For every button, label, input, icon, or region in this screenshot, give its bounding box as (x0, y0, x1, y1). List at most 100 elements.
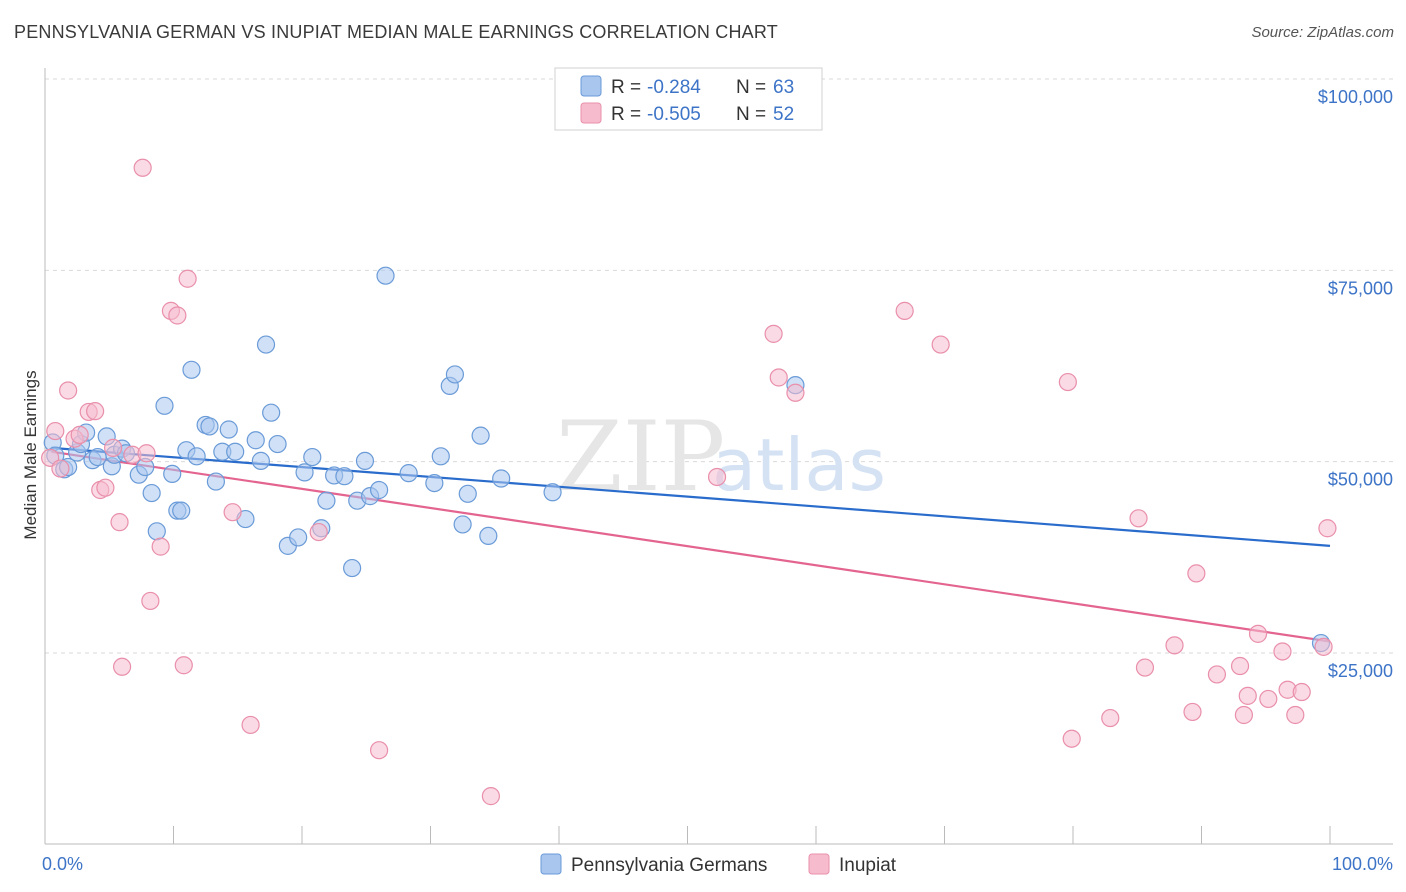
point-pennsylvania-german (262, 403, 281, 422)
point-pennsylvania-german (155, 396, 174, 415)
point-pennsylvania-german (399, 464, 418, 483)
point-inupiat (137, 444, 156, 463)
y-tick-labels: $25,000 $50,000 $75,000 $100,000 (1318, 87, 1393, 681)
point-inupiat (1259, 689, 1278, 709)
point-pennsylvania-german (256, 335, 276, 354)
point-inupiat (1135, 658, 1155, 677)
y-tick-label: $75,000 (1328, 278, 1393, 298)
point-inupiat (1183, 702, 1202, 722)
point-inupiat (1207, 665, 1227, 684)
point-inupiat (96, 478, 115, 497)
point-inupiat (223, 503, 242, 522)
point-pennsylvania-german (543, 483, 562, 502)
point-pennsylvania-german (355, 451, 375, 471)
point-inupiat (110, 513, 129, 532)
point-inupiat (1238, 686, 1257, 705)
series-legend-label-2: Inupiat (839, 855, 897, 876)
legend-n-value-1: 63 (773, 77, 794, 98)
legend-r-value-1: -0.284 (647, 77, 701, 98)
point-pennsylvania-german (147, 522, 166, 541)
point-inupiat (764, 324, 783, 343)
point-inupiat (1062, 729, 1081, 748)
point-inupiat (51, 459, 70, 478)
point-pennsylvania-german (200, 417, 219, 436)
watermark-zip: ZIP (556, 401, 725, 513)
point-inupiat (1314, 637, 1333, 656)
point-pennsylvania-german (268, 434, 287, 454)
point-inupiat (133, 158, 152, 177)
point-inupiat (1129, 509, 1148, 528)
point-inupiat (70, 425, 89, 444)
source-credit: Source: ZipAtlas.com (1251, 24, 1394, 41)
point-pennsylvania-german (142, 483, 161, 503)
watermark-atlas: atlas (712, 423, 886, 507)
point-inupiat (931, 335, 950, 354)
point-pennsylvania-german (251, 451, 270, 471)
legend-r-value-2: -0.505 (647, 104, 701, 125)
point-pennsylvania-german (187, 447, 206, 466)
x-tick-label-max: 100.0% (1332, 854, 1393, 874)
point-pennsylvania-german (303, 447, 322, 467)
series-legend-swatch-blue (540, 853, 562, 875)
point-inupiat (895, 301, 914, 320)
point-inupiat (241, 715, 260, 735)
point-inupiat (370, 741, 389, 760)
point-pennsylvania-german (471, 426, 490, 445)
legend-n-label-1: N = (736, 77, 766, 98)
data-points (41, 158, 1337, 806)
legend-r-label-2: R = (611, 104, 641, 125)
point-pennsylvania-german (219, 420, 238, 439)
point-inupiat (1234, 705, 1254, 725)
point-pennsylvania-german (246, 431, 265, 450)
point-pennsylvania-german (335, 467, 354, 486)
point-inupiat (1165, 636, 1184, 655)
x-tick-label-min: 0.0% (42, 854, 83, 874)
legend-n-value-2: 52 (773, 104, 794, 125)
series-legend-label-1: Pennsylvania Germans (571, 855, 767, 876)
chart-title: PENNSYLVANIA GERMAN VS INUPIAT MEDIAN MA… (14, 22, 778, 42)
legend-swatch-pink (580, 102, 602, 124)
y-tick-label: $100,000 (1318, 87, 1393, 107)
point-inupiat (1101, 708, 1120, 728)
point-inupiat (786, 383, 805, 402)
point-pennsylvania-german (370, 480, 389, 500)
point-inupiat (174, 656, 193, 675)
series-legend-swatch-pink (808, 853, 830, 875)
point-pennsylvania-german (343, 558, 362, 578)
series-legend: Pennsylvania Germans Inupiat (540, 853, 897, 876)
legend-n-label-2: N = (736, 104, 766, 125)
point-inupiat (309, 522, 328, 542)
y-tick-label: $50,000 (1328, 470, 1393, 490)
point-inupiat (1058, 372, 1077, 392)
point-inupiat (1248, 624, 1268, 643)
point-pennsylvania-german (492, 469, 511, 488)
point-pennsylvania-german (295, 463, 314, 482)
point-pennsylvania-german (445, 365, 465, 384)
point-inupiat (1230, 656, 1250, 676)
legend-r-label-1: R = (611, 77, 641, 98)
point-inupiat (141, 591, 160, 611)
point-pennsylvania-german (479, 526, 498, 546)
point-pennsylvania-german (206, 472, 226, 491)
point-pennsylvania-german (376, 266, 395, 285)
point-pennsylvania-german (172, 501, 191, 520)
point-inupiat (1273, 642, 1292, 661)
y-tick-label: $25,000 (1328, 661, 1393, 681)
point-inupiat (46, 421, 65, 441)
point-inupiat (178, 269, 197, 288)
point-inupiat (112, 657, 132, 676)
point-inupiat (151, 537, 170, 556)
point-inupiat (104, 438, 123, 457)
trend-line-inupiat (51, 450, 1331, 643)
point-pennsylvania-german (163, 464, 182, 484)
legend-swatch-blue (580, 75, 602, 97)
point-inupiat (59, 381, 78, 400)
point-pennsylvania-german (317, 491, 336, 510)
point-inupiat (1187, 564, 1206, 583)
correlation-legend: R = -0.284 N = 63 R = -0.505 N = 52 (554, 67, 823, 131)
point-inupiat (481, 787, 500, 806)
point-inupiat (86, 402, 105, 421)
point-pennsylvania-german (458, 484, 477, 503)
point-inupiat (769, 368, 788, 387)
